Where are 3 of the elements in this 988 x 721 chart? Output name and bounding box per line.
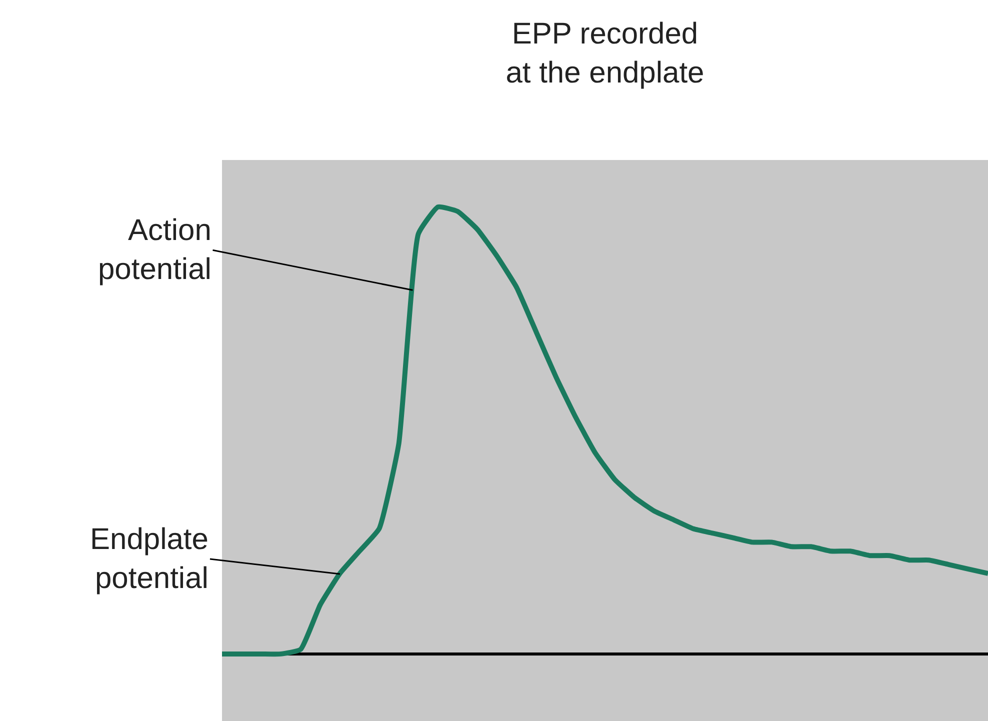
text: Endplate potential xyxy=(90,523,208,595)
text: Action potential xyxy=(98,214,212,286)
chart-title: EPP recorded at the endplate xyxy=(506,17,704,90)
